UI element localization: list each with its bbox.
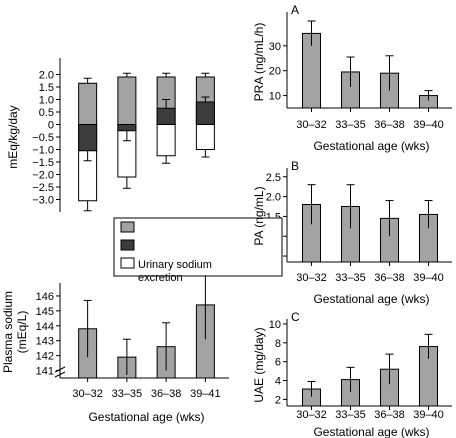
pra-panel-label: A: [291, 3, 299, 17]
pa-y-tick-label: 2.0: [266, 192, 281, 204]
uae-panel-label: C: [291, 310, 300, 324]
legend-label-urinary: Urinary sodium excretion: [138, 259, 212, 284]
pa-x-tick-label: 30–32: [296, 272, 327, 284]
plasma-y-axis-title: Plasma sodium(mEq/L): [1, 291, 29, 373]
legend-swatch: [120, 239, 135, 251]
pa-y-axis-title: PA (ng/mL): [252, 186, 266, 245]
balance-sodium-balance-bar: [117, 124, 137, 132]
balance-y-tick-label: 0: [48, 120, 54, 132]
uae-y-tick-label: 6: [275, 357, 281, 369]
uae-x-tick-label: 39–40: [413, 409, 444, 421]
plasma-y-tick-label: 144: [36, 321, 54, 333]
pa-y-tick-label: 2.5: [266, 172, 281, 184]
balance-legend: [113, 217, 283, 277]
balance-y-tick-label: 0.5: [39, 107, 54, 119]
balance-urinary-bar: [195, 124, 215, 150]
balance-y-tick-label: −3.0: [32, 195, 54, 207]
plasma-y-tick-label: 142: [36, 351, 54, 363]
pa-panel-label: B: [291, 159, 299, 173]
plasma-y-tick-label: 145: [36, 306, 54, 318]
balance-y-tick-label: −2.0: [32, 170, 54, 182]
balance-y-tick-label: 1.0: [39, 95, 54, 107]
pra-y-axis-title: PRA (ng/mL/h): [252, 23, 266, 102]
plasma-x-tick-label: 36–38: [151, 388, 182, 400]
balance-y-tick-label: −1.5: [32, 157, 54, 169]
balance-y-tick-label: −0.5: [32, 132, 54, 144]
pa-x-axis-title: Gestational age (wks): [313, 292, 429, 306]
uae-x-tick-label: 36–38: [374, 409, 405, 421]
legend-swatch: [120, 257, 135, 269]
uae-y-tick-label: 8: [275, 338, 281, 350]
uae-x-tick-label: 33–35: [335, 409, 366, 421]
balance-intake-bar: [117, 76, 137, 125]
pra-x-axis-title: Gestational age (wks): [313, 139, 429, 153]
balance-intake-bar: [78, 82, 98, 125]
uae-y-axis-title: UAE (mg/day): [252, 327, 266, 402]
plasma-axis-break: [54, 366, 66, 378]
plasma-y-tick-label: 141: [36, 366, 54, 378]
pra-y-tick-label: 30: [269, 41, 281, 53]
balance-sodium-balance-bar: [78, 124, 98, 152]
uae-y-tick-label: 4: [275, 376, 281, 388]
balance-urinary-bar: [156, 124, 176, 157]
balance-y-tick-label: 1.5: [39, 82, 54, 94]
balance-y-axis-title: mEq/kg/day: [6, 105, 20, 168]
pa-x-tick-label: 36–38: [374, 272, 405, 284]
pra-y-tick-label: 10: [269, 91, 281, 103]
uae-y-tick-label: 10: [269, 319, 281, 331]
pa-x-tick-label: 33–35: [335, 272, 366, 284]
plasma-y-tick-label: 143: [36, 336, 54, 348]
uae-x-axis-title: Gestational age (wks): [313, 425, 429, 438]
uae-x-tick-label: 30–32: [296, 409, 327, 421]
balance-y-tick-label: 2.0: [39, 70, 54, 82]
plasma-x-tick-label: 33–35: [112, 388, 143, 400]
balance-y-tick-label: −1.0: [32, 145, 54, 157]
pra-y-tick-label: 20: [269, 66, 281, 78]
plasma-x-tick-label: 39–41: [190, 388, 221, 400]
pra-x-tick-label: 39–40: [413, 119, 444, 131]
plasma-x-tick-label: 30–32: [72, 388, 103, 400]
pra-x-tick-label: 30–32: [296, 119, 327, 131]
balance-sodium-balance-bar: [195, 101, 215, 125]
balance-y-tick-label: −2.5: [32, 182, 54, 194]
plasma-y-tick-label: 146: [36, 291, 54, 303]
uae-y-tick-label: 2: [275, 394, 281, 406]
plasma-x-axis-title: Gestational age (wks): [88, 410, 204, 424]
pra-x-tick-label: 36–38: [374, 119, 405, 131]
balance-sodium-balance-bar: [156, 107, 176, 125]
pa-x-tick-label: 39–40: [413, 272, 444, 284]
pra-x-tick-label: 33–35: [335, 119, 366, 131]
legend-swatch: [120, 221, 135, 233]
